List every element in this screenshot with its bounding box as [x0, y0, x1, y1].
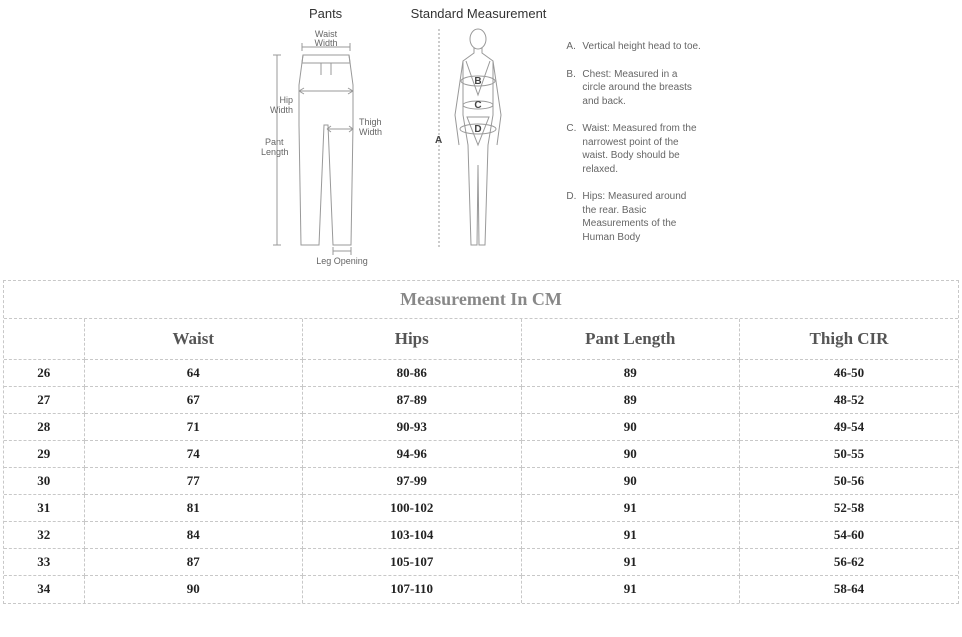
- table-cell: 54-60: [740, 522, 959, 549]
- table-cell: 100-102: [303, 495, 522, 522]
- table-cell: 56-62: [740, 549, 959, 576]
- table-cell: 91: [521, 576, 740, 603]
- svg-text:Width: Width: [314, 38, 337, 48]
- table-cell: 90: [84, 576, 303, 603]
- svg-text:D: D: [475, 124, 482, 135]
- table-cell: 26: [4, 360, 84, 387]
- table-cell: 64: [84, 360, 303, 387]
- def-text: Waist: Measured from the narrowest point…: [582, 122, 701, 176]
- table-cell: 77: [84, 468, 303, 495]
- table-cell: 80-86: [303, 360, 522, 387]
- col-pant-length: Pant Length: [521, 319, 740, 360]
- table-cell: 48-52: [740, 387, 959, 414]
- def-text: Vertical height head to toe.: [582, 40, 701, 54]
- table-cell: 91: [521, 549, 740, 576]
- body-diagram: Standard Measurement: [411, 6, 547, 276]
- table-row: 297494-969050-55: [4, 441, 958, 468]
- standard-title: Standard Measurement: [411, 6, 547, 21]
- table-header-row: Waist Hips Pant Length Thigh CIR: [4, 319, 958, 360]
- table-row: 3181100-1029152-58: [4, 495, 958, 522]
- table-cell: 34: [4, 576, 84, 603]
- table-cell: 91: [521, 522, 740, 549]
- def-text: Chest: Measured in a circle around the b…: [582, 68, 701, 109]
- table-row: 266480-868946-50: [4, 360, 958, 387]
- table-title: Measurement In CM: [4, 281, 958, 319]
- svg-text:B: B: [475, 76, 482, 87]
- diagram-section: Pants: [0, 0, 962, 280]
- def-letter: D.: [566, 190, 582, 244]
- svg-text:Width: Width: [359, 127, 382, 137]
- svg-text:A: A: [435, 135, 442, 146]
- table-cell: 49-54: [740, 414, 959, 441]
- svg-text:Length: Length: [261, 147, 289, 157]
- table-cell: 50-55: [740, 441, 959, 468]
- table-cell: 31: [4, 495, 84, 522]
- col-thigh-cir: Thigh CIR: [740, 319, 959, 360]
- table-cell: 103-104: [303, 522, 522, 549]
- table-cell: 87: [84, 549, 303, 576]
- table-cell: 50-56: [740, 468, 959, 495]
- table-row: 3387105-1079156-62: [4, 549, 958, 576]
- svg-text:Pant: Pant: [265, 137, 284, 147]
- definition-a: A. Vertical height head to toe.: [566, 40, 701, 54]
- table-cell: 29: [4, 441, 84, 468]
- table-cell: 89: [521, 387, 740, 414]
- def-text: Hips: Measured around the rear. Basic Me…: [582, 190, 701, 244]
- svg-text:Leg Opening: Leg Opening: [316, 256, 368, 266]
- definition-b: B. Chest: Measured in a circle around th…: [566, 68, 701, 109]
- definitions-list: A. Vertical height head to toe. B. Chest…: [566, 6, 701, 276]
- table-cell: 94-96: [303, 441, 522, 468]
- svg-text:Width: Width: [270, 105, 293, 115]
- table-row: 276787-898948-52: [4, 387, 958, 414]
- pants-svg: Waist Width Hip Width Thigh Width Pant L…: [261, 25, 391, 270]
- body-svg: A B C D: [433, 25, 523, 270]
- table-cell: 91: [521, 495, 740, 522]
- measurement-table-wrap: Measurement In CM Waist Hips Pant Length…: [3, 280, 959, 604]
- table-cell: 105-107: [303, 549, 522, 576]
- table-cell: 89: [521, 360, 740, 387]
- table-cell: 67: [84, 387, 303, 414]
- pants-diagram: Pants: [261, 6, 391, 276]
- col-size: [4, 319, 84, 360]
- measurement-table: Waist Hips Pant Length Thigh CIR 266480-…: [4, 319, 958, 603]
- svg-text:C: C: [475, 100, 482, 111]
- table-cell: 81: [84, 495, 303, 522]
- table-cell: 90: [521, 468, 740, 495]
- def-letter: C.: [566, 122, 582, 176]
- definition-c: C. Waist: Measured from the narrowest po…: [566, 122, 701, 176]
- table-cell: 90: [521, 414, 740, 441]
- table-cell: 27: [4, 387, 84, 414]
- table-cell: 58-64: [740, 576, 959, 603]
- table-cell: 87-89: [303, 387, 522, 414]
- table-cell: 33: [4, 549, 84, 576]
- table-row: 3284103-1049154-60: [4, 522, 958, 549]
- table-cell: 74: [84, 441, 303, 468]
- table-body: 266480-868946-50276787-898948-52287190-9…: [4, 360, 958, 603]
- table-cell: 90: [521, 441, 740, 468]
- def-letter: A.: [566, 40, 582, 54]
- table-cell: 90-93: [303, 414, 522, 441]
- table-cell: 84: [84, 522, 303, 549]
- table-row: 287190-939049-54: [4, 414, 958, 441]
- col-waist: Waist: [84, 319, 303, 360]
- table-cell: 107-110: [303, 576, 522, 603]
- table-cell: 97-99: [303, 468, 522, 495]
- table-cell: 52-58: [740, 495, 959, 522]
- table-cell: 32: [4, 522, 84, 549]
- def-letter: B.: [566, 68, 582, 109]
- table-row: 307797-999050-56: [4, 468, 958, 495]
- table-cell: 28: [4, 414, 84, 441]
- table-cell: 71: [84, 414, 303, 441]
- definition-d: D. Hips: Measured around the rear. Basic…: [566, 190, 701, 244]
- svg-text:Hip: Hip: [279, 95, 293, 105]
- svg-text:Thigh: Thigh: [359, 117, 382, 127]
- table-cell: 30: [4, 468, 84, 495]
- col-hips: Hips: [303, 319, 522, 360]
- table-row: 3490107-1109158-64: [4, 576, 958, 603]
- table-cell: 46-50: [740, 360, 959, 387]
- pants-title: Pants: [309, 6, 342, 21]
